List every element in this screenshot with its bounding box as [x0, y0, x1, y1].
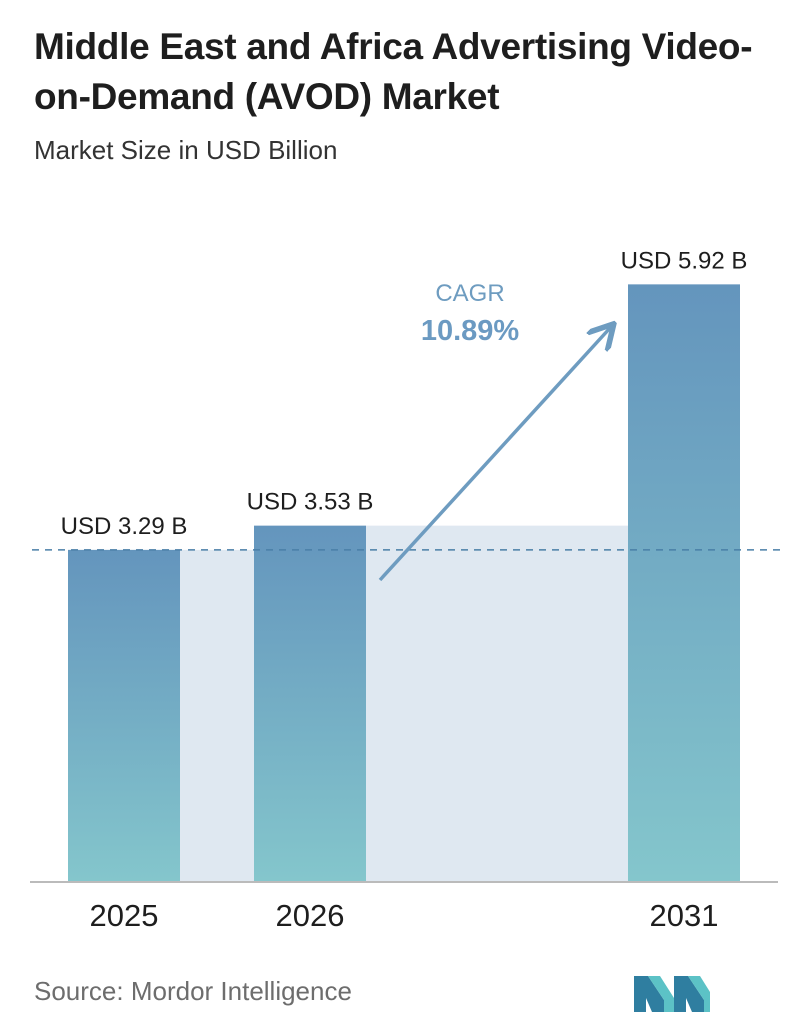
- chart-title: Middle East and Africa Advertising Video…: [34, 26, 753, 117]
- cagr-arrow: [378, 328, 610, 582]
- mordor-intelligence-logo-icon: [634, 976, 710, 1012]
- x-tick-label: 2025: [90, 898, 159, 933]
- value-label: USD 3.29 B: [61, 513, 188, 540]
- value-label-layer: USD 3.29 B USD 3.53 B USD 5.92 B: [61, 247, 748, 540]
- value-label: USD 3.53 B: [247, 489, 374, 516]
- x-tick-label: 2026: [276, 898, 345, 933]
- x-tick-label: 2031: [650, 898, 719, 933]
- bar-layer: [68, 284, 740, 882]
- cagr-label: CAGR: [435, 280, 504, 307]
- source-note: Source: Mordor Intelligence: [34, 976, 352, 1006]
- growth-band: [180, 549, 254, 882]
- x-tick-label-layer: 2025 2026 2031: [90, 898, 719, 933]
- bar-2031: [628, 284, 740, 882]
- cagr-value: 10.89%: [421, 315, 520, 347]
- chart-subtitle: Market Size in USD Billion: [34, 135, 338, 165]
- growth-band: [366, 525, 628, 882]
- bar-2026: [254, 525, 366, 882]
- growth-band-layer: [180, 525, 628, 882]
- bar-2025: [68, 549, 180, 882]
- value-label: USD 5.92 B: [621, 247, 748, 274]
